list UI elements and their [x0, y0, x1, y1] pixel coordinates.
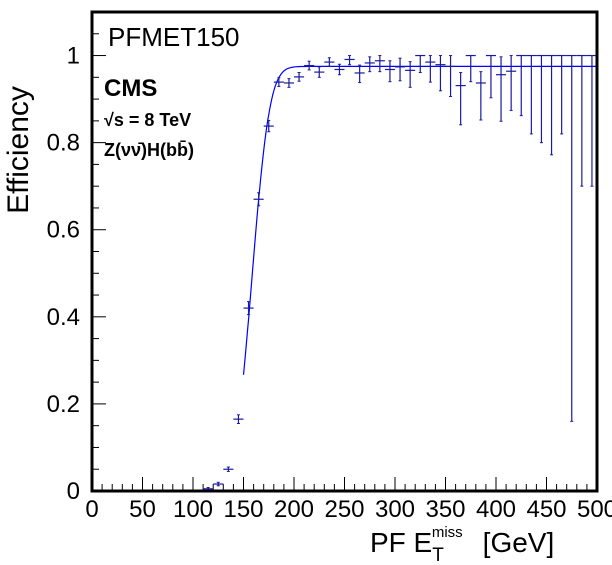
data-point: [526, 54, 537, 135]
x-tick-label: 450: [526, 496, 566, 523]
data-point: [324, 57, 335, 67]
x-axis-label: PF ETmiss [GeV]: [370, 524, 554, 565]
data-point: [253, 192, 264, 207]
plot-frame: [90, 10, 599, 493]
x-axis-label-main: PF E: [370, 527, 432, 558]
data-point: [374, 55, 385, 73]
data-point: [516, 54, 527, 117]
y-tick-label: 0: [67, 478, 80, 505]
x-tick-label: 100: [173, 496, 213, 523]
data-point: [395, 57, 406, 82]
data-point: [496, 56, 507, 122]
data-point: [314, 66, 325, 78]
y-tick-label: 0.8: [47, 130, 80, 157]
data-point: [546, 54, 557, 156]
y-tick-label: 0.4: [47, 304, 80, 331]
data-point: [415, 54, 426, 74]
data-point: [273, 77, 284, 87]
y-tick-label: 0.2: [47, 391, 80, 418]
x-tick-label: 250: [324, 496, 364, 523]
data-point: [364, 56, 375, 73]
data-point: [435, 55, 446, 92]
x-tick-label: 500: [577, 496, 612, 523]
data-point: [405, 61, 416, 88]
energy-label: √s = 8 TeV: [104, 110, 191, 130]
data-point: [213, 481, 224, 487]
data-point: [334, 63, 345, 76]
data-point: [556, 54, 567, 135]
x-tick-labels: 0 50 100 150 200 250 300 350 400 450 500: [85, 496, 612, 523]
x-tick-label: 200: [274, 496, 314, 523]
data-point: [223, 466, 234, 472]
fit-curve-group: [242, 65, 597, 375]
data-point: [566, 54, 577, 422]
data-point: [485, 54, 496, 99]
x-axis-label-sub: T: [432, 545, 444, 565]
data-point: [233, 414, 244, 425]
data-point: [354, 64, 365, 84]
data-point: [283, 78, 294, 88]
data-point: [263, 119, 274, 133]
chart-title: PFMET150: [108, 22, 240, 52]
data-point: [455, 72, 466, 126]
data-point: [425, 55, 436, 83]
data-point: [445, 55, 456, 97]
y-axis-label: Efficiency: [2, 86, 35, 214]
x-tick-label: 0: [85, 496, 98, 523]
data-point: [506, 55, 517, 111]
x-axis-label-unit: [GeV]: [483, 527, 555, 558]
y-tick-label: 0.6: [47, 217, 80, 244]
fit-curve: [242, 65, 597, 375]
x-tick-label: 400: [476, 496, 516, 523]
cms-label: CMS: [104, 75, 157, 102]
y-tick-label: 1: [67, 43, 80, 70]
data-point: [294, 72, 305, 82]
data-point: [304, 60, 315, 71]
data-point: [243, 301, 254, 316]
data-point: [475, 71, 486, 121]
y-tick-labels: 0 0.2 0.4 0.6 0.8 1: [47, 43, 80, 505]
x-tick-label: 150: [223, 496, 263, 523]
data-point: [344, 55, 355, 66]
x-tick-label: 350: [425, 496, 465, 523]
x-axis-label-sup: miss: [432, 524, 463, 541]
x-tick-label: 50: [129, 496, 156, 523]
process-label: Z(νν̄)H(bb̄): [104, 140, 194, 160]
x-tick-label: 300: [375, 496, 415, 523]
data-point: [384, 60, 395, 83]
data-point: [536, 54, 547, 144]
data-point: [576, 54, 587, 187]
data-point: [586, 54, 597, 187]
data-point: [465, 54, 476, 83]
